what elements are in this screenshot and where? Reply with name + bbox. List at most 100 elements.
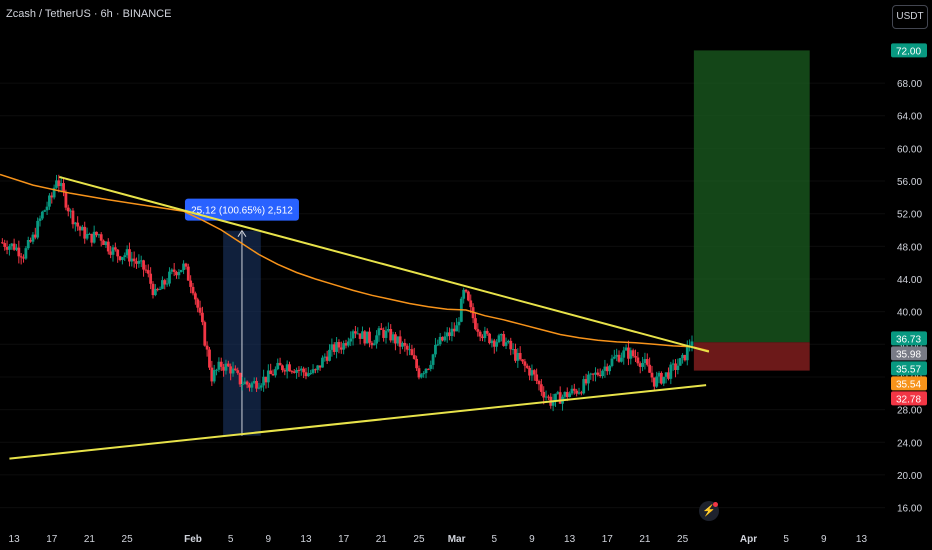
candle-body: [488, 333, 491, 344]
candle-body: [208, 349, 211, 368]
x-tick-label: 9: [529, 534, 535, 545]
candle-body: [139, 260, 143, 262]
candle-body: [615, 354, 619, 357]
candle-body: [499, 334, 503, 336]
candle-body: [191, 286, 195, 294]
candle-body: [266, 370, 270, 383]
candle-body: [24, 248, 28, 259]
position-zones[interactable]: [693, 50, 810, 371]
x-tick-label: 13: [9, 534, 21, 545]
candle-body: [349, 338, 353, 342]
candle-body: [603, 366, 607, 371]
measure-tool[interactable]: 25.12 (100.65%) 2,512: [184, 198, 299, 436]
candle-body: [19, 256, 23, 258]
candle-body: [273, 369, 277, 376]
price-label: 35.57: [896, 364, 921, 375]
candle-body: [344, 343, 348, 346]
x-tick-label: 25: [677, 534, 689, 545]
candle-body: [92, 231, 96, 243]
candle-body: [377, 328, 381, 336]
candle-body: [271, 374, 275, 376]
candle-body: [558, 392, 562, 404]
candle-body: [250, 383, 254, 388]
candle-body: [184, 263, 188, 267]
measure-arrow-head: [237, 229, 247, 237]
candle-body: [62, 183, 65, 193]
price-label-box: [891, 361, 927, 376]
candle-body: [542, 391, 546, 398]
candle-body: [45, 206, 49, 211]
candle-body: [217, 361, 221, 370]
candle-body: [156, 288, 160, 290]
candle-body: [476, 329, 480, 332]
candle-body: [153, 288, 157, 296]
candle-body: [535, 374, 539, 381]
price-label-box: [891, 43, 927, 58]
candle-body: [15, 247, 18, 250]
candle-body: [683, 354, 687, 361]
candle-body: [205, 345, 209, 350]
candle-body: [450, 328, 454, 337]
candle-body: [384, 330, 388, 338]
candle-body: [43, 210, 47, 212]
candle-body: [627, 347, 630, 359]
candle-body: [125, 249, 129, 256]
candle-body: [648, 364, 652, 373]
candle-body: [309, 372, 313, 374]
candle-body: [104, 241, 108, 245]
x-tick-label: Apr: [740, 534, 757, 545]
candle-body: [570, 388, 574, 394]
candle-body: [295, 369, 298, 373]
x-tick-label: 25: [122, 534, 134, 545]
candle-body: [629, 350, 633, 359]
candle-body: [3, 243, 7, 247]
time-axis[interactable]: 13 17 21 25 Feb 5 9 13 17 21 25 Mar 5 9 13 17 21 25 Apr 5 9 1…: [9, 534, 868, 545]
y-tick-label: 20.00: [897, 471, 922, 482]
candle-body: [135, 261, 138, 264]
candle-body: [659, 372, 663, 384]
x-tick-label: 9: [266, 534, 272, 545]
candle-body: [509, 340, 513, 350]
candle-body: [203, 322, 207, 346]
candle-body: [370, 342, 374, 346]
candle-body: [375, 335, 378, 344]
candle-body: [551, 400, 555, 406]
candle-body: [605, 366, 609, 372]
x-tick-label: 5: [492, 534, 498, 545]
candle-body: [321, 357, 324, 368]
price-axis[interactable]: 16.0020.0024.0028.0032.0036.0040.0044.00…: [897, 79, 922, 515]
candle-body: [594, 372, 597, 375]
candle-body: [634, 356, 637, 358]
candle-body: [328, 349, 331, 361]
candle-body: [151, 283, 155, 296]
candle-body: [655, 376, 659, 387]
candle-body: [591, 373, 595, 375]
candle-body: [638, 363, 642, 367]
candle-body: [111, 247, 115, 255]
candle-body: [641, 362, 644, 367]
y-tick-label: 56.00: [897, 177, 922, 188]
candle-body: [431, 354, 435, 365]
candle-body: [389, 329, 393, 341]
candle-body: [382, 329, 386, 338]
candle-body: [31, 234, 35, 242]
candle-body: [36, 220, 40, 238]
candle-body: [252, 380, 256, 384]
candle-body: [255, 380, 258, 389]
candle-body: [365, 331, 369, 344]
candle-body: [257, 387, 261, 389]
candle-body: [276, 362, 280, 370]
candle-body: [403, 342, 407, 346]
candle-body: [547, 396, 550, 398]
candle-body: [690, 341, 694, 346]
x-tick-label: 13: [300, 534, 312, 545]
candle-body: [483, 330, 487, 339]
candle-body: [643, 359, 647, 363]
candle-body: [532, 370, 536, 375]
candle-body: [410, 349, 414, 356]
candle-body: [198, 307, 202, 313]
candle-body: [102, 240, 105, 245]
currency-selector[interactable]: USDT: [892, 5, 928, 29]
candle-body: [292, 371, 296, 373]
